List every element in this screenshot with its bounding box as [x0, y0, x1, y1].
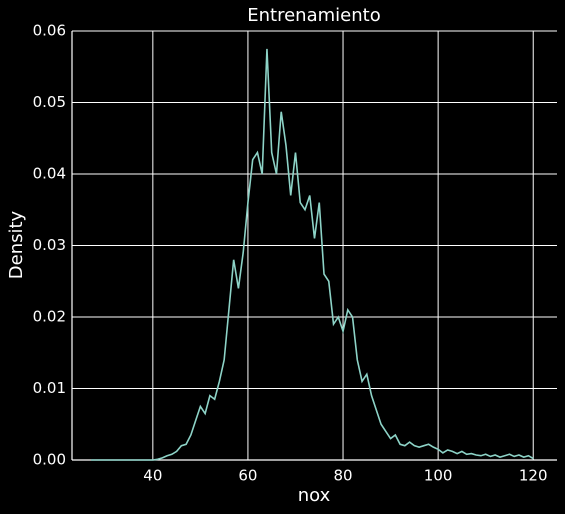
- y-tick-label: 0.02: [33, 308, 66, 326]
- chart-title: Entrenamiento: [247, 5, 380, 26]
- line: [91, 48, 534, 461]
- x-tick-label: 60: [238, 467, 257, 485]
- y-tick-label: 0.01: [33, 379, 66, 397]
- x-tick-label: 40: [143, 467, 162, 485]
- y-tick-label: 0.04: [33, 165, 66, 183]
- x-axis-label: nox: [298, 485, 331, 506]
- y-tick-label: 0.00: [33, 451, 66, 469]
- x-tick-label: 120: [519, 467, 548, 485]
- y-tick-label: 0.03: [33, 236, 66, 254]
- y-axis-label: Density: [6, 210, 27, 279]
- y-tick-label: 0.05: [33, 93, 66, 111]
- x-tick-label: 100: [424, 467, 453, 485]
- x-tick-label: 80: [333, 467, 352, 485]
- y-tick-label: 0.06: [33, 22, 66, 40]
